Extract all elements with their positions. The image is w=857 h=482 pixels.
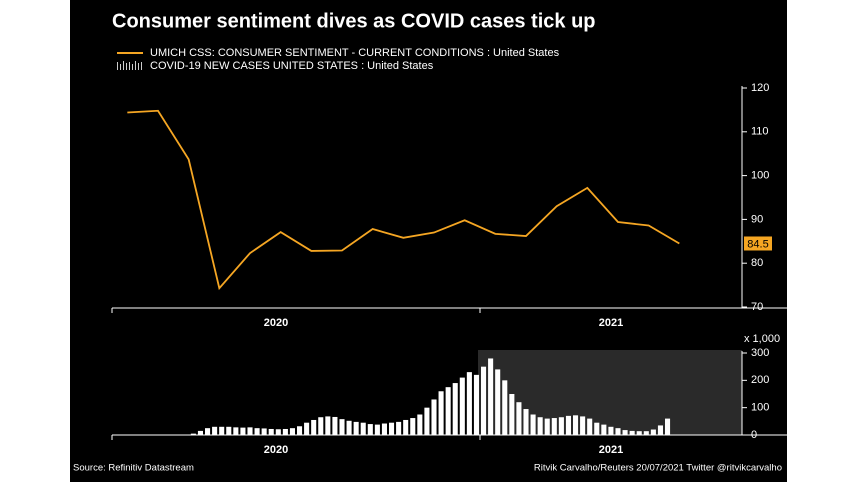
bar xyxy=(190,433,196,435)
bar xyxy=(643,431,649,435)
y-unit-label: x 1,000 xyxy=(744,333,780,345)
bar xyxy=(374,424,380,435)
last-value-label: 84.5 xyxy=(747,238,768,250)
bar xyxy=(601,424,607,435)
bar xyxy=(473,374,479,435)
bar xyxy=(261,428,267,435)
bar xyxy=(275,429,281,435)
bar xyxy=(516,402,522,435)
bar xyxy=(587,418,593,435)
bar xyxy=(367,424,373,435)
legend-swatch-bars xyxy=(117,61,142,70)
shaded-region xyxy=(478,350,742,435)
bar xyxy=(452,383,458,435)
bar xyxy=(509,394,515,435)
bar xyxy=(219,426,225,435)
bar xyxy=(622,430,628,435)
bar xyxy=(360,422,366,435)
bar xyxy=(431,399,437,435)
bar xyxy=(650,429,656,435)
bar xyxy=(523,409,529,435)
bar xyxy=(339,419,345,435)
bar xyxy=(353,421,359,435)
bar xyxy=(205,428,211,435)
legend-label: UMICH CSS: CONSUMER SENTIMENT - CURRENT … xyxy=(150,47,560,59)
bar xyxy=(381,423,387,435)
bar xyxy=(325,416,331,435)
bar xyxy=(580,416,586,435)
bar xyxy=(297,426,303,435)
bar xyxy=(212,426,218,435)
bar xyxy=(304,422,310,435)
bar xyxy=(268,428,274,435)
y-tick-label: 100 xyxy=(751,170,769,182)
bar xyxy=(410,418,416,435)
bar xyxy=(396,421,402,435)
bar xyxy=(254,428,260,435)
bar xyxy=(417,414,423,435)
y-tick-label: 90 xyxy=(751,213,763,225)
bar xyxy=(608,426,614,435)
chart-title: Consumer sentiment dives as COVID cases … xyxy=(112,10,596,32)
bar xyxy=(318,417,324,435)
bar xyxy=(438,391,444,435)
bar xyxy=(403,419,409,435)
bar xyxy=(389,422,395,435)
bar xyxy=(332,416,338,435)
bar xyxy=(459,377,465,435)
bar xyxy=(311,419,317,435)
y-tick-label: 100 xyxy=(751,402,769,414)
source-note: Source: Refinitiv Datastream xyxy=(73,463,194,474)
bar xyxy=(573,415,579,435)
bar xyxy=(289,428,295,435)
bar xyxy=(629,430,635,435)
bar xyxy=(424,407,430,435)
legend-label: COVID-19 NEW CASES UNITED STATES : Unite… xyxy=(150,60,434,72)
bar xyxy=(247,427,253,435)
x-year-label: 2021 xyxy=(599,317,623,329)
bar xyxy=(565,415,571,435)
y-tick-label: 70 xyxy=(751,301,763,313)
line-series xyxy=(127,109,680,291)
x-year-label: 2021 xyxy=(599,444,623,456)
bar xyxy=(544,418,550,435)
bar xyxy=(615,428,621,435)
bar xyxy=(551,418,557,435)
bar xyxy=(488,358,494,435)
bar xyxy=(481,366,487,435)
bar xyxy=(502,380,508,435)
bar xyxy=(665,418,671,435)
bar xyxy=(657,425,663,435)
last-value-box xyxy=(744,236,772,251)
y-tick-label: 120 xyxy=(751,82,769,94)
bar xyxy=(636,431,642,435)
bar xyxy=(445,387,451,435)
bar xyxy=(466,372,472,435)
bar xyxy=(346,420,352,435)
bar xyxy=(282,428,288,435)
bar xyxy=(240,427,246,435)
x-year-label: 2020 xyxy=(264,317,288,329)
bar xyxy=(530,414,536,435)
bar xyxy=(558,417,564,435)
y-tick-label: 300 xyxy=(751,347,769,359)
bar xyxy=(197,430,203,435)
x-year-label: 2020 xyxy=(264,444,288,456)
bar xyxy=(537,417,543,435)
y-tick-label: 200 xyxy=(751,374,769,386)
bar xyxy=(226,426,232,435)
bar xyxy=(594,422,600,435)
bar xyxy=(233,427,239,435)
y-tick-label: 110 xyxy=(751,126,769,138)
y-tick-label: 80 xyxy=(751,257,763,269)
bar xyxy=(495,369,501,435)
credit-note: Ritvik Carvalho/Reuters 20/07/2021 Twitt… xyxy=(534,463,782,474)
